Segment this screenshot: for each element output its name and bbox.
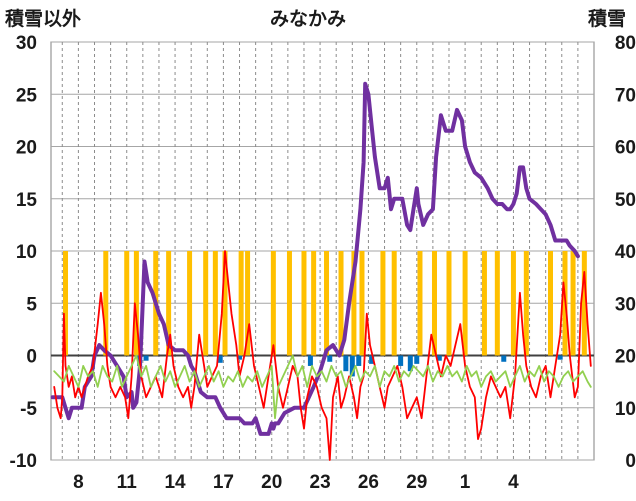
y-right-tick-label: 60 <box>615 138 636 159</box>
bar <box>547 251 553 356</box>
bar <box>237 355 243 360</box>
x-tick-label: 4 <box>508 472 519 493</box>
x-tick-label: 14 <box>164 472 186 493</box>
bar <box>270 251 276 356</box>
bar <box>63 251 69 356</box>
bar <box>124 251 130 356</box>
bar <box>351 251 357 356</box>
bar <box>494 251 500 356</box>
bar <box>356 355 362 366</box>
bar <box>557 355 563 360</box>
bar <box>212 251 218 356</box>
bar <box>510 251 516 356</box>
bar <box>103 251 109 356</box>
bar <box>501 355 507 362</box>
y-left-tick-label: 5 <box>26 294 37 315</box>
x-tick-label: 23 <box>310 472 331 493</box>
series-line <box>53 250 592 461</box>
y-left-tick-label: 25 <box>16 85 38 106</box>
bar <box>343 355 349 372</box>
bar <box>245 251 251 356</box>
right-axis-title: 積雪 <box>588 8 627 30</box>
x-tick-label: 1 <box>460 472 471 493</box>
y-right-tick-label: 30 <box>615 294 636 315</box>
bar <box>187 251 193 356</box>
x-tick-label: 11 <box>117 472 138 493</box>
bar <box>203 251 209 356</box>
y-left-tick-label: 0 <box>26 347 37 368</box>
bar <box>217 355 223 363</box>
y-left-tick-label: -5 <box>20 399 37 420</box>
bar <box>398 355 404 366</box>
bar <box>436 355 442 361</box>
bar <box>462 251 468 356</box>
bar <box>222 251 228 356</box>
bar <box>143 355 149 361</box>
bar <box>338 251 344 356</box>
bar <box>523 251 529 356</box>
bar <box>286 251 292 356</box>
chart-title: みなかみ <box>270 8 347 30</box>
x-tick-label: 26 <box>358 472 379 493</box>
y-left-tick-label: 30 <box>16 33 37 54</box>
bar <box>327 355 333 362</box>
series-line <box>50 81 580 436</box>
x-tick-label: 20 <box>261 472 282 493</box>
bar <box>166 251 172 356</box>
bar <box>359 251 365 356</box>
x-tick-label: 8 <box>73 472 84 493</box>
bar <box>570 251 576 356</box>
bar <box>238 251 244 356</box>
bar <box>311 251 317 356</box>
y-right-tick-label: 10 <box>615 399 636 420</box>
bar <box>133 251 139 356</box>
bar <box>417 251 423 356</box>
x-tick-label: 29 <box>406 472 427 493</box>
bar <box>446 251 452 356</box>
bar <box>307 355 313 366</box>
series-line <box>53 354 592 420</box>
y-right-tick-label: 40 <box>615 242 636 263</box>
y-left-tick-label: 10 <box>16 242 37 263</box>
bar <box>407 355 413 372</box>
bar <box>380 251 386 356</box>
y-left-tick-label: -10 <box>10 451 37 472</box>
bar <box>581 251 587 356</box>
y-right-tick-label: 20 <box>615 347 636 368</box>
y-right-tick-label: 50 <box>615 190 636 211</box>
y-left-tick-label: 20 <box>16 138 37 159</box>
bar <box>414 355 420 364</box>
bar <box>349 355 355 377</box>
bar <box>369 355 375 364</box>
y-right-tick-label: 70 <box>615 85 636 106</box>
bar <box>301 251 307 356</box>
y-right-tick-label: 80 <box>615 33 636 54</box>
y-left-tick-label: 15 <box>16 190 38 211</box>
x-tick-label: 17 <box>213 472 234 493</box>
bar <box>481 251 487 356</box>
y-right-tick-label: 0 <box>625 451 636 472</box>
bar <box>391 251 397 356</box>
left-axis-title: 積雪以外 <box>5 8 82 30</box>
bar <box>431 251 437 356</box>
bar <box>324 251 330 356</box>
